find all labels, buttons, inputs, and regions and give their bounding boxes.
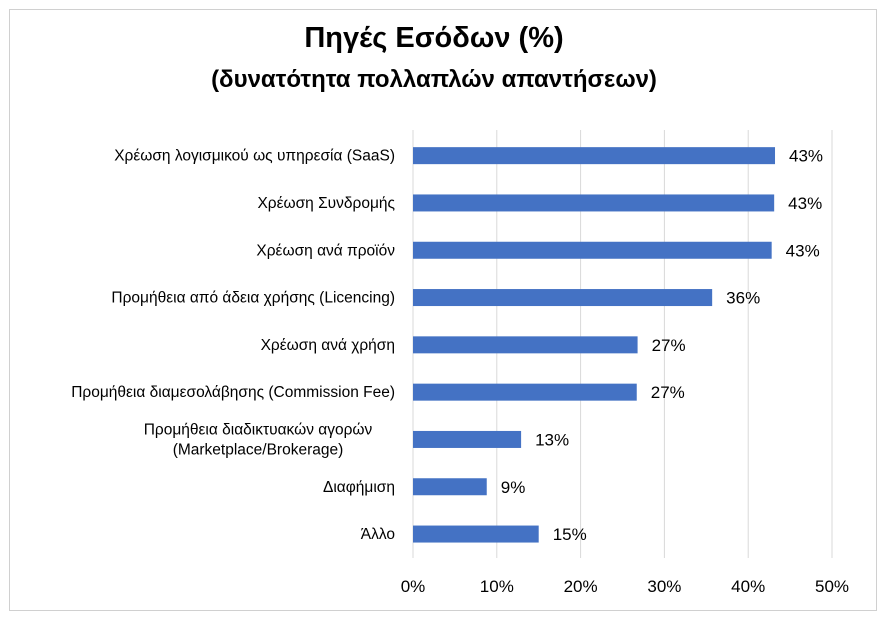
category-label: Χρέωση ανά προϊόν [256,242,395,259]
category-label: Προμήθεια διαδικτυακών αγορών [144,421,373,438]
data-label: 43% [789,147,823,166]
data-label: 9% [501,478,526,497]
chart-frame [9,9,877,611]
data-label: 27% [651,383,685,402]
x-tick-label: 0% [401,577,426,596]
bar [413,430,522,448]
bar [413,525,539,543]
category-label: Προμήθεια από άδεια χρήσης (Licencing) [111,290,395,307]
bar [413,289,713,307]
data-label: 36% [726,289,760,308]
category-label: Προμήθεια διαμεσολάβησης (Commission Fee… [71,384,395,401]
category-label: Χρέωση λογισμικού ως υπηρεσία (SaaS) [114,148,395,165]
category-label: Άλλο [361,526,395,543]
category-label: Διαφήμιση [323,479,395,496]
x-tick-label: 20% [564,577,598,596]
category-label: Χρέωση Συνδρομής [257,195,395,212]
data-label: 15% [553,525,587,544]
data-label: 13% [535,430,569,449]
data-label: 27% [652,336,686,355]
data-labels: 43% 43% 43% 36% 27% 27% 13% 9% 15% [501,147,823,544]
x-tick-label: 40% [731,577,765,596]
category-label: Χρέωση ανά χρήση [261,337,395,354]
x-tick-label: 30% [647,577,681,596]
bar [413,383,637,401]
x-tick-label: 10% [480,577,514,596]
chart-title: Πηγές Εσόδων (%) [304,22,564,54]
bar [413,241,772,259]
bar [413,147,776,165]
bar [413,336,638,354]
data-label: 43% [788,194,822,213]
category-label: (Marketplace/Brokerage) [173,441,344,458]
bar [413,194,775,212]
x-tick-labels: 0% 10% 20% 30% 40% 50% [401,577,849,596]
data-label: 43% [786,241,820,260]
category-labels: Χρέωση λογισμικού ως υπηρεσία (SaaS) Χρέω… [71,148,395,543]
x-tick-label: 50% [815,577,849,596]
bar [413,478,487,496]
chart-subtitle: (δυνατότητα πολλαπλών απαντήσεων) [211,66,657,93]
bars [413,147,776,543]
